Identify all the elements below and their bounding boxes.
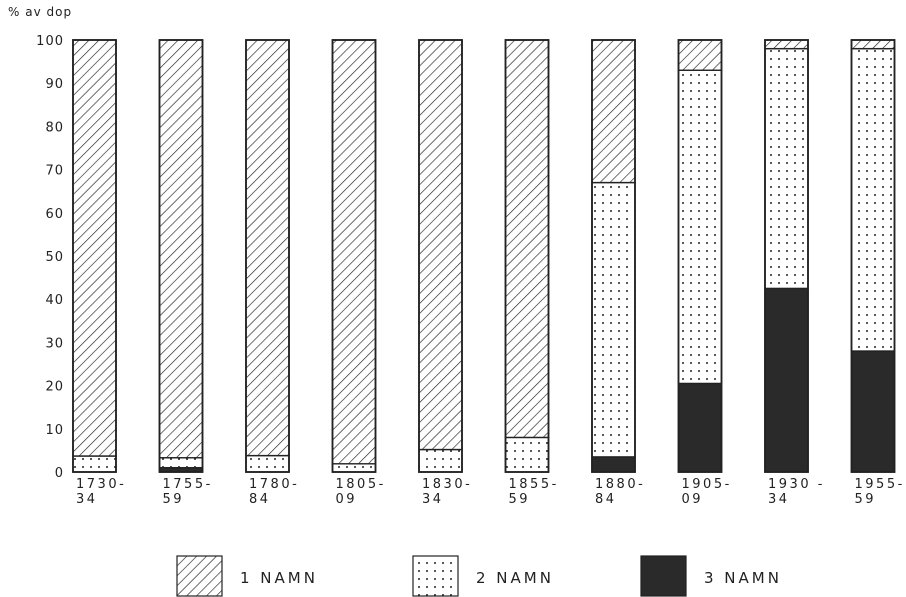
x-tick-label: 1905- — [682, 477, 732, 492]
bar-outline — [245, 39, 290, 473]
legend-swatch-hatch — [176, 555, 223, 597]
x-tick-label: 1730- — [76, 477, 126, 492]
x-tick-label: 84 — [249, 492, 271, 507]
y-tick-label: 70 — [45, 164, 64, 179]
bar-segment-dots — [850, 47, 896, 352]
bar-segment-dots — [72, 455, 117, 473]
bar-segment-solid — [850, 350, 896, 473]
legend-label: 2 NAMN — [476, 569, 554, 587]
legend-swatch-dots — [412, 555, 459, 597]
bar-segment-hatch — [850, 39, 896, 50]
y-tick-label: 60 — [45, 207, 64, 222]
x-tick-label: 1930 - — [768, 477, 825, 492]
bar-segment-solid — [764, 287, 809, 473]
legend-swatch-solid — [640, 555, 687, 597]
x-tick-label: 1805- — [336, 477, 386, 492]
x-tick-label: 1955- — [855, 477, 905, 492]
bar-segment-hatch — [158, 39, 204, 459]
bar-segment-dots — [418, 448, 463, 473]
x-tick-label: 1830- — [422, 477, 472, 492]
bar-segment-dots — [677, 69, 723, 385]
bar-outline — [331, 39, 377, 473]
bar-segment-hatch — [677, 39, 723, 71]
bar-outline — [677, 39, 723, 473]
y-tick-label: 40 — [45, 293, 64, 308]
bar-segment-hatch — [245, 39, 290, 457]
y-axis-ticks: 0 10 20 30 40 50 60 70 80 90 100 — [36, 34, 64, 481]
bar-segment-dots — [331, 463, 377, 473]
bar-segment-hatch — [591, 39, 636, 184]
bar-outline — [158, 39, 204, 473]
x-axis-ticks: 1730-341755-591780-841805-091830-341855-… — [76, 477, 905, 507]
y-tick-label: 30 — [45, 336, 64, 351]
bar-segment-solid — [591, 456, 636, 473]
bar-segment-solid — [677, 382, 723, 473]
y-tick-label: 0 — [55, 466, 64, 481]
legend-label: 3 NAMN — [704, 569, 782, 587]
bar-outline — [418, 39, 463, 473]
y-tick-label: 100 — [36, 34, 64, 49]
x-tick-label: 1880- — [595, 477, 645, 492]
x-tick-label: 1855- — [509, 477, 559, 492]
legend-label: 1 NAMN — [240, 569, 318, 587]
y-tick-label: 90 — [45, 77, 64, 92]
bar-outline — [591, 39, 636, 473]
y-tick-label: 50 — [45, 250, 64, 265]
bar-outline — [850, 39, 896, 473]
x-tick-label: 09 — [336, 492, 358, 507]
x-tick-label: 84 — [595, 492, 617, 507]
y-tick-label: 10 — [45, 423, 64, 438]
bar-segment-hatch — [504, 39, 550, 439]
x-tick-label: 09 — [682, 492, 704, 507]
bar-outline — [504, 39, 550, 473]
bar-segment-dots — [504, 436, 550, 473]
bar-segment-dots — [764, 47, 809, 290]
x-tick-label: 1755- — [163, 477, 213, 492]
bar-segment-dots — [591, 181, 636, 458]
y-tick-label: 80 — [45, 120, 64, 135]
bar-outline — [72, 39, 117, 473]
bar-outline — [764, 39, 809, 473]
x-tick-label: 59 — [855, 492, 877, 507]
bar-segment-hatch — [418, 39, 463, 451]
bar-segment-dots — [158, 457, 204, 469]
x-tick-label: 59 — [509, 492, 531, 507]
bar-segment-hatch — [331, 39, 377, 465]
bar-segment-dots — [245, 454, 290, 473]
y-axis-label: % av dop — [8, 5, 72, 19]
x-tick-label: 34 — [768, 492, 790, 507]
bar-segment-hatch — [72, 39, 117, 457]
x-tick-label: 1780- — [249, 477, 299, 492]
legend: 1 NAMN 2 NAMN 3 NAMN — [176, 555, 782, 597]
x-tick-label: 34 — [422, 492, 444, 507]
bars — [72, 39, 896, 473]
bar-segment-hatch — [764, 39, 809, 50]
y-tick-label: 20 — [45, 380, 64, 395]
x-tick-label: 59 — [163, 492, 185, 507]
x-tick-label: 34 — [76, 492, 98, 507]
